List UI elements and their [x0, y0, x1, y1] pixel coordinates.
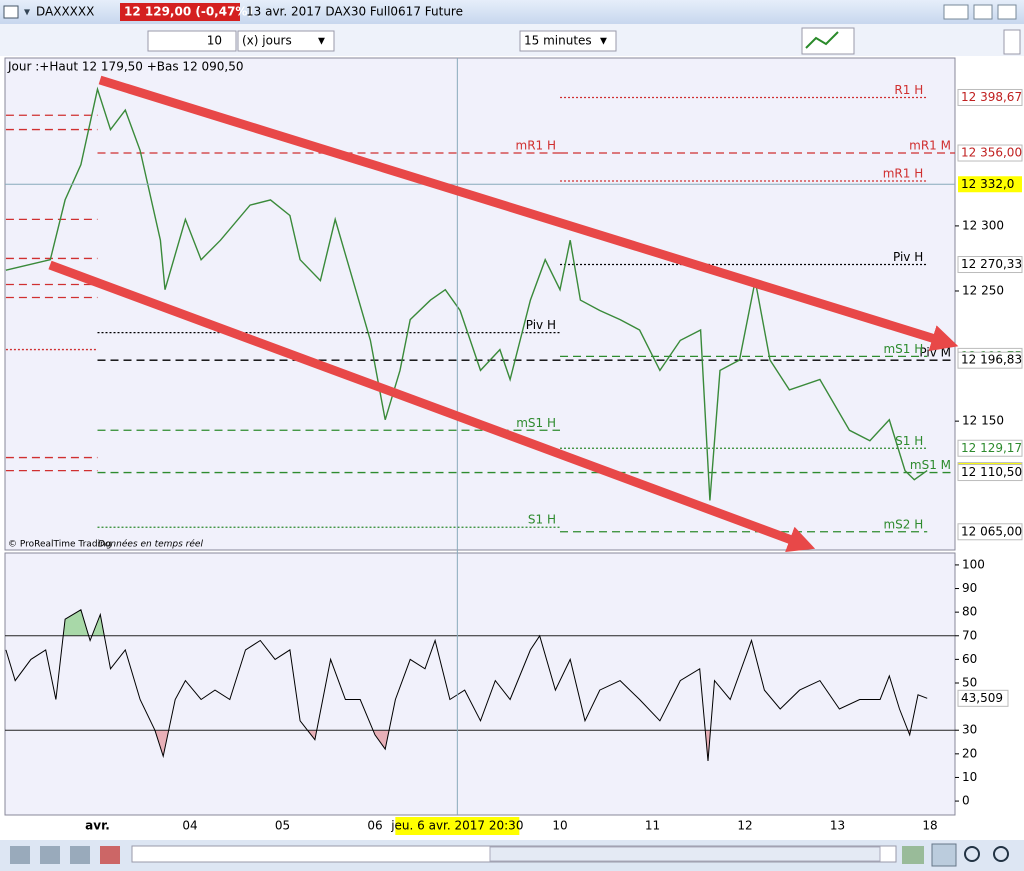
- crosshair-y-label: 12 332,0: [961, 177, 1014, 191]
- price-header: Jour :+Haut 12 179,50 +Bas 12 090,50: [7, 60, 244, 74]
- interval-select[interactable]: [519, 30, 617, 52]
- y-tick-label: 80: [962, 605, 977, 619]
- menu-arrow[interactable]: ▾: [24, 5, 30, 19]
- instrument-info: 13 avr. 2017 DAX30 Full0617 Future: [246, 5, 463, 19]
- level-label: S1 H: [528, 513, 556, 527]
- level-label: Piv M: [919, 346, 951, 360]
- price-label: 12 065,00: [961, 524, 1022, 538]
- x-tick-label: 12: [737, 819, 752, 833]
- price-label: 12 196,83: [961, 353, 1022, 367]
- y-tick-label: 12 250: [962, 283, 1004, 297]
- y-tick-label: 30: [962, 723, 977, 737]
- period-unit[interactable]: (x) jours: [242, 34, 292, 48]
- price-label: 12 356,00: [961, 146, 1022, 160]
- axes: avr. 04 05 06 10 11 12 13 18 12 300 12 250 12 150 12…: [5, 58, 1023, 835]
- y-tick-label: 12 150: [962, 414, 1004, 428]
- tool-icon[interactable]: [40, 846, 60, 864]
- x-tick-label: avr.: [85, 819, 110, 833]
- side-button[interactable]: [1003, 29, 1021, 55]
- crosshair-x-box: [395, 817, 520, 835]
- level-label: mS1 M: [910, 458, 951, 472]
- x-tick-label: 11: [645, 819, 660, 833]
- y-tick-label: 10: [962, 770, 977, 784]
- tool-icon[interactable]: [70, 846, 90, 864]
- level-label: Piv H: [526, 318, 556, 332]
- rsi-current-label: 43,509: [961, 691, 1003, 705]
- y-tick-label: 60: [962, 652, 977, 666]
- price-label-box: [957, 256, 1023, 274]
- channel-arrow[interactable]: [48, 260, 816, 553]
- level-label: S1 H: [895, 434, 923, 448]
- y-tick-label: 0: [962, 794, 970, 808]
- y-tick-label: 20: [962, 746, 977, 760]
- period-input[interactable]: [147, 30, 237, 52]
- scroll-thumb[interactable]: [489, 846, 881, 862]
- zoom-fit-button[interactable]: [931, 843, 957, 867]
- quote-box: [120, 3, 240, 21]
- price-label-box: [957, 464, 1023, 482]
- credit: © ProRealTime Trading: [8, 540, 111, 550]
- tool-icon[interactable]: [10, 846, 30, 864]
- y-tick-label: 50: [962, 675, 977, 689]
- y-tick-label: 100: [962, 557, 985, 571]
- x-tick-label: 06: [367, 819, 382, 833]
- symbol[interactable]: DAXXXXX: [36, 5, 94, 19]
- y-tick-label: 12 300: [962, 218, 1004, 232]
- indicator-icon: [805, 31, 839, 49]
- zoom-out-button[interactable]: [964, 846, 980, 862]
- price-label-box: [957, 351, 1023, 369]
- level-label: mS2 H: [883, 517, 923, 531]
- price-label: 12 398,67: [961, 90, 1022, 104]
- channel-arrow[interactable]: [98, 75, 959, 352]
- maximize-button[interactable]: [997, 4, 1017, 20]
- rsi-line: [5, 609, 928, 761]
- x-tick-label: 05: [275, 819, 290, 833]
- rsi-layer: [5, 609, 955, 761]
- price-label-box: [957, 439, 1023, 457]
- level-label: mS1 H: [883, 342, 923, 356]
- minimize-button[interactable]: [973, 4, 993, 20]
- y-tick-label: 90: [962, 581, 977, 595]
- period-value[interactable]: 10: [207, 34, 222, 48]
- dropdown-arrow[interactable]: ▼: [600, 37, 607, 47]
- price-label-box: [957, 523, 1023, 541]
- rsi-current-box: [957, 689, 1009, 707]
- price-label-box: [957, 88, 1023, 106]
- zoom-in-button[interactable]: [993, 846, 1009, 862]
- x-tick-label: 18: [922, 819, 937, 833]
- tool-icon[interactable]: [902, 846, 924, 864]
- x-tick-label: 10: [552, 819, 567, 833]
- price-label: 12 270,33: [961, 257, 1022, 271]
- level-label: mR1 H: [516, 139, 557, 153]
- overbought-fill: [5, 609, 928, 636]
- price-label: 12 110,50: [961, 465, 1022, 479]
- level-label: mS1 H: [516, 416, 556, 430]
- tool-icon[interactable]: [100, 846, 120, 864]
- level-label: Piv H: [893, 250, 923, 264]
- x-tick-label: 13: [830, 819, 845, 833]
- price-label-box: [957, 144, 1023, 162]
- crosshair-y-box: [958, 176, 1022, 193]
- crosshair-x-label: jeu. 6 avr. 2017 20:30: [390, 819, 523, 833]
- app-icon[interactable]: [3, 5, 19, 19]
- price-line: [5, 86, 928, 501]
- dropdown-arrow[interactable]: ▼: [318, 37, 325, 47]
- level-label: mR1 H: [883, 167, 924, 181]
- interval[interactable]: 15 minutes: [524, 34, 592, 48]
- price-label: 12 129,17: [961, 441, 1022, 455]
- rsi-panel: [4, 552, 956, 816]
- quote: 12 129,00 (-0,47%): [124, 5, 253, 19]
- level-label: mR1 M: [909, 139, 951, 153]
- credit-note: Données en temps réel: [98, 539, 203, 550]
- level-label: R1 H: [894, 83, 923, 97]
- x-tick-label: 04: [182, 819, 197, 833]
- period-unit-select[interactable]: [237, 30, 335, 52]
- keypad-button[interactable]: [943, 4, 969, 20]
- y-tick-label: 70: [962, 628, 977, 642]
